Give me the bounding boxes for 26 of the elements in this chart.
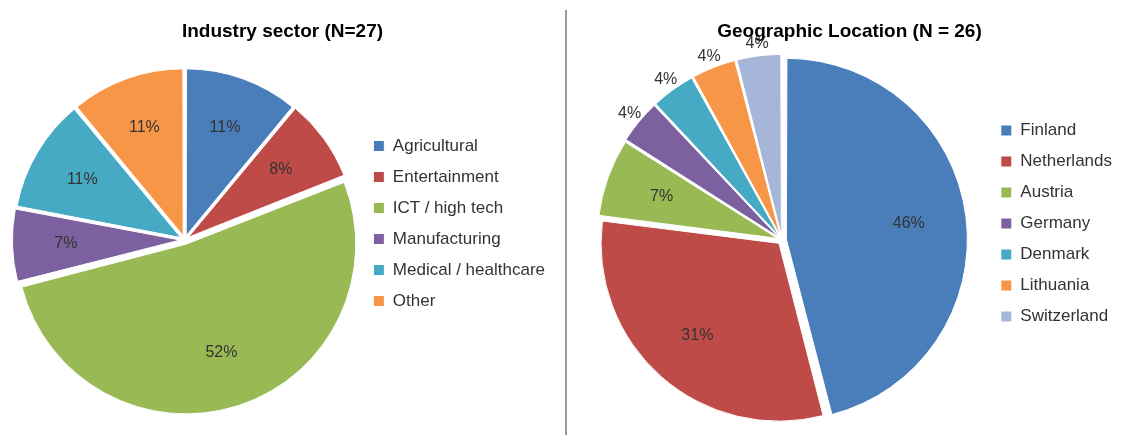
data-label: 8% xyxy=(269,160,293,178)
legend-label: Entertainment xyxy=(392,166,499,186)
data-label: 4% xyxy=(654,70,678,88)
legend-label: Netherlands xyxy=(1020,151,1113,171)
chart-title: Industry sector (N=27) xyxy=(181,19,384,41)
data-label: 31% xyxy=(681,326,714,344)
data-label: 4% xyxy=(697,46,721,64)
legend-label: Switzerland xyxy=(1020,306,1109,326)
data-label: 7% xyxy=(650,186,674,204)
legend-label: Manufacturing xyxy=(392,228,501,248)
data-label: 46% xyxy=(892,214,925,232)
legend-label: Other xyxy=(392,290,436,310)
data-label: 52% xyxy=(205,343,238,361)
data-label: 4% xyxy=(618,104,642,122)
legend-label: Finland xyxy=(1020,120,1077,140)
legend-label: ICT / high tech xyxy=(392,197,504,217)
data-label: 11% xyxy=(66,169,98,187)
data-label: 11% xyxy=(128,118,160,136)
legend-label: Austria xyxy=(1020,182,1074,202)
data-label: 7% xyxy=(54,234,78,252)
legend-label: Lithuania xyxy=(1020,275,1090,295)
legend-label: Agricultural xyxy=(392,135,478,155)
legend-label: Denmark xyxy=(1020,244,1090,264)
legend-label: Medical / healthcare xyxy=(392,259,545,279)
legend-label: Germany xyxy=(1020,213,1091,233)
data-label: 11% xyxy=(209,118,241,136)
